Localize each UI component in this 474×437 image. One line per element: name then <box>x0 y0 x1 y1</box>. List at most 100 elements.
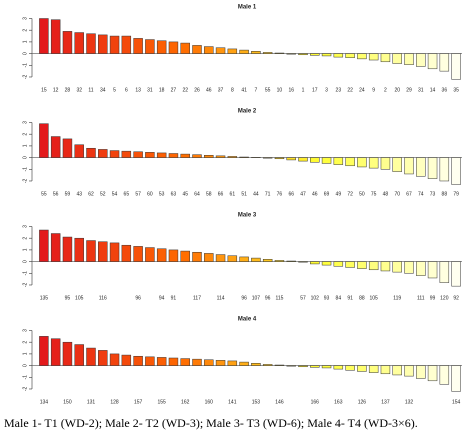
y-tick-label: 2 <box>22 341 28 344</box>
x-tick-label: 55 <box>41 191 47 197</box>
x-tick-label: 44 <box>253 191 259 197</box>
x-tick-label: 56 <box>53 191 59 197</box>
x-tick-label: 35 <box>453 87 459 93</box>
y-tick-label: 0 <box>22 52 28 55</box>
x-tick-label: 126 <box>358 399 367 405</box>
bar <box>204 359 214 366</box>
y-tick-label: -2 <box>22 179 28 184</box>
y-tick-label: 2 <box>22 237 28 240</box>
bar <box>62 31 73 54</box>
x-tick-label: 20 <box>394 87 400 93</box>
bar <box>404 157 414 175</box>
bar <box>416 157 426 177</box>
bar <box>133 151 143 158</box>
x-tick-label: 162 <box>181 399 190 405</box>
x-tick-label: 11 <box>88 87 93 93</box>
bar <box>86 240 96 262</box>
bar <box>145 152 155 158</box>
x-tick-label: 49 <box>336 191 342 197</box>
x-tick-label: 50 <box>359 191 365 197</box>
panel-title: Male 4 <box>238 317 257 323</box>
y-tick-label: 1 <box>22 248 28 251</box>
panel-title: Male 2 <box>238 109 257 115</box>
bar <box>380 157 391 170</box>
bar <box>109 242 120 262</box>
x-tick-label: 132 <box>405 399 414 405</box>
bar <box>98 350 108 366</box>
y-tick-label: 0 <box>22 156 28 159</box>
bar <box>427 157 438 179</box>
bar <box>451 53 461 80</box>
x-tick-label: 12 <box>53 87 59 93</box>
panel-title: Male 1 <box>238 5 257 11</box>
bar <box>298 261 308 263</box>
bar <box>109 35 120 54</box>
bar <box>50 136 61 158</box>
x-tick-label: 66 <box>218 191 224 197</box>
bar <box>239 256 249 262</box>
bar <box>98 149 108 158</box>
x-tick-label: 160 <box>205 399 214 405</box>
bar <box>298 365 308 368</box>
bar <box>192 358 202 366</box>
x-tick-label: 79 <box>453 191 459 197</box>
y-tick-label: 2 <box>22 29 28 32</box>
bar <box>62 341 73 366</box>
bar <box>74 144 84 158</box>
x-tick-label: 27 <box>171 87 177 93</box>
bar <box>133 246 143 262</box>
y-tick-label: -2 <box>22 75 28 80</box>
x-tick-label: 134 <box>40 399 49 405</box>
bar <box>145 39 155 54</box>
bar <box>204 155 214 158</box>
bar <box>392 53 402 64</box>
x-tick-label: 57 <box>135 191 141 197</box>
bar <box>262 52 273 54</box>
bar <box>357 53 367 60</box>
x-tick-label: 10 <box>277 87 283 93</box>
x-tick-label: 131 <box>87 399 96 405</box>
bar <box>192 154 202 158</box>
bar <box>427 53 438 70</box>
y-tick-label: 0 <box>22 364 28 367</box>
bar <box>180 358 190 366</box>
x-tick-label: 94 <box>159 295 165 301</box>
x-tick-label: 91 <box>171 295 177 301</box>
x-tick-label: 135 <box>40 295 49 301</box>
x-tick-label: 69 <box>324 191 330 197</box>
bar <box>333 365 344 370</box>
bar <box>451 365 461 392</box>
bar <box>227 156 238 158</box>
x-tick-label: 105 <box>75 295 84 301</box>
bar <box>86 347 96 366</box>
bar <box>298 53 308 56</box>
bar <box>439 261 450 283</box>
bar <box>392 365 402 376</box>
x-tick-label: 105 <box>369 295 378 301</box>
bar <box>439 53 450 72</box>
x-tick-label: 5 <box>113 87 116 93</box>
bar <box>451 261 461 287</box>
bar <box>333 53 344 58</box>
bar <box>168 153 179 158</box>
x-tick-label: 119 <box>393 295 401 301</box>
y-tick-label: -1 <box>22 271 28 276</box>
bar <box>39 336 49 366</box>
x-tick-label: 166 <box>311 399 320 405</box>
x-tick-label: 76 <box>277 191 283 197</box>
x-tick-label: 70 <box>394 191 400 197</box>
bar <box>451 157 461 185</box>
x-tick-label: 57 <box>300 295 306 301</box>
bar <box>74 32 84 54</box>
x-tick-label: 73 <box>430 191 436 197</box>
bar <box>404 365 414 377</box>
bar <box>439 365 450 385</box>
x-tick-label: 58 <box>206 191 212 197</box>
x-tick-label: 55 <box>265 87 271 93</box>
bar <box>251 363 261 366</box>
y-tick-label: 1 <box>22 40 28 43</box>
x-tick-label: 74 <box>418 191 424 197</box>
bar <box>310 261 320 265</box>
bar <box>286 53 296 55</box>
bar <box>274 260 285 262</box>
